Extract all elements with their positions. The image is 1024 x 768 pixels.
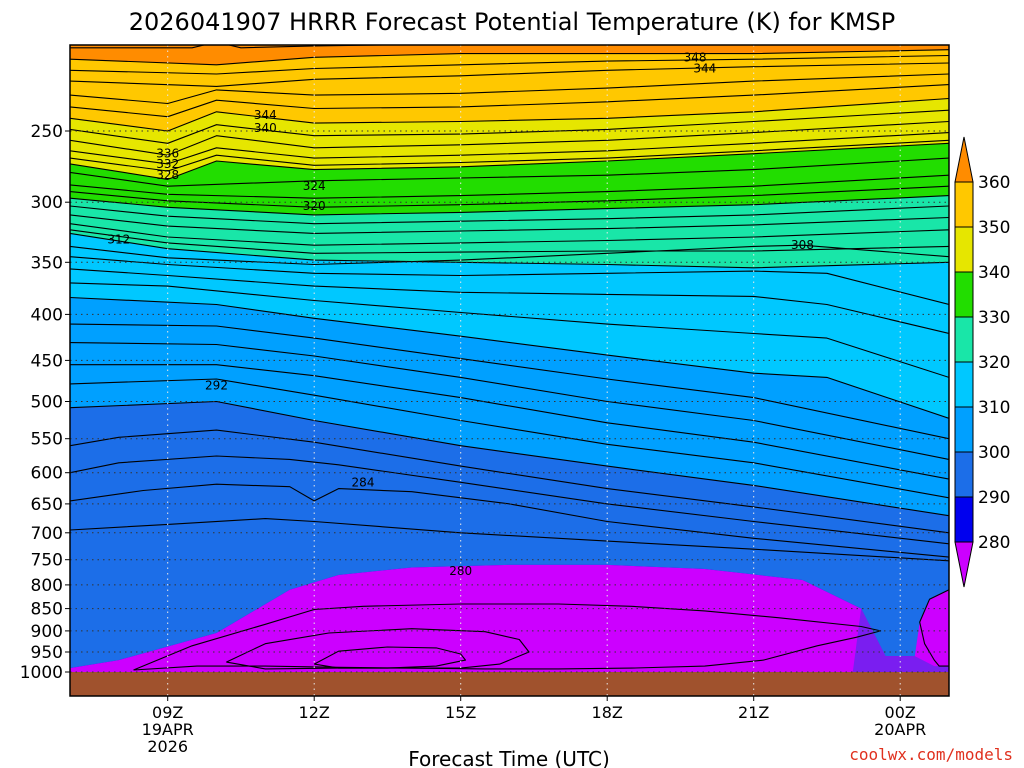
contour-line-336: [70, 120, 949, 156]
contour-label-340: 340: [254, 121, 277, 135]
contour-line-306: [70, 256, 949, 306]
colorbar-segment-4: [954, 361, 974, 408]
y-tick-label-800: 800: [31, 576, 63, 596]
colorbar-label-310: 310: [978, 398, 1010, 418]
x-tick-label-09Z-line2: 19APR: [142, 720, 194, 739]
contour-label-320: 320: [303, 199, 326, 213]
contour-line-284: [70, 483, 949, 558]
y-tick-label-550: 550: [31, 430, 63, 450]
x-tick-label-09Z-line3: 2026: [147, 737, 188, 756]
contour-label-336: 336: [156, 147, 179, 161]
colorbar-label-330: 330: [978, 308, 1010, 328]
contour-label-332: 332: [156, 157, 179, 171]
contour-label-292: 292: [205, 379, 228, 393]
y-tick-label-500: 500: [31, 393, 63, 413]
y-tick-label-1000: 1000: [20, 663, 63, 683]
y-tick-label-350: 350: [31, 253, 63, 273]
contour-line-300: [70, 296, 949, 419]
y-tick-label-950: 950: [31, 643, 63, 663]
y-tick-label-700: 700: [31, 524, 63, 544]
contour-label-324: 324: [303, 179, 326, 193]
contour-line-330: [70, 142, 949, 180]
y-tick-label-600: 600: [31, 464, 63, 484]
colorbar-label-340: 340: [978, 263, 1010, 283]
contour-line-334: [70, 132, 949, 165]
contour-line-348: [70, 54, 949, 75]
contour-line-286: [70, 455, 949, 545]
contour-line-274: [313, 646, 467, 669]
contour-label-284: 284: [352, 475, 375, 489]
contour-line-346: [70, 62, 949, 87]
contour-line-338: [70, 109, 949, 144]
contour-line-304: [70, 268, 949, 335]
contour-line-312: [70, 229, 949, 254]
plot-frame: [69, 44, 950, 697]
contour-line-308: [70, 244, 949, 266]
contour-line-342: [70, 84, 949, 118]
colorbar-segment-1: [954, 496, 974, 543]
ground-surface: [70, 672, 949, 696]
contour-line-350: [70, 49, 949, 66]
y-tick-label-400: 400: [31, 305, 63, 325]
filled-contour-bands: [70, 45, 949, 696]
x-tick-label-00Z: 00Z: [885, 703, 916, 722]
x-tick-label-18Z: 18Z: [592, 703, 623, 722]
colorbar-segment-3: [954, 406, 974, 453]
contour-label-308: 308: [791, 238, 814, 252]
x-tick-label-15Z: 15Z: [445, 703, 476, 722]
contour-line-340: [70, 97, 949, 132]
y-tick-label-300: 300: [31, 193, 63, 213]
grid-lines: [70, 45, 949, 696]
contour-label-280: 280: [449, 564, 472, 578]
colorbar-segment-5: [954, 316, 974, 363]
contour-line-288: [70, 429, 949, 534]
colorbar-label-350: 350: [978, 218, 1010, 238]
colorbar: 360 350 340 330 320 310 300 290 280: [954, 136, 1010, 588]
colorbar-segment-7: [954, 226, 974, 273]
colorbar-label-360: 360: [978, 173, 1010, 193]
colorbar-top-arrow: [954, 136, 974, 183]
contour-label-344: 344: [254, 108, 277, 122]
colorbar-label-300: 300: [978, 443, 1010, 463]
contour-label-328: 328: [156, 168, 179, 182]
y-tick-label-900: 900: [31, 622, 63, 642]
colorbar-label-320: 320: [978, 353, 1010, 373]
contour-line-302: [70, 282, 949, 378]
contour-label-344: 344: [693, 62, 716, 76]
contour-line-314: [70, 223, 949, 246]
x-tick-label-12Z: 12Z: [299, 703, 330, 722]
colorbar-label-280: 280: [978, 533, 1010, 553]
y-tick-label-250: 250: [31, 122, 63, 142]
colorbar-bottom-arrow: [954, 541, 974, 588]
contour-lines: [70, 45, 949, 671]
contour-line-282: [70, 518, 949, 562]
contour-line-332: [70, 139, 949, 172]
colorbar-label-290: 290: [978, 488, 1010, 508]
colorbar-segment-2: [954, 451, 974, 498]
x-tick-label-00Z-line2: 20APR: [874, 720, 926, 739]
watermark: coolwx.com/models: [849, 745, 1013, 764]
colorbar-segment-6: [954, 271, 974, 318]
x-tick-label-09Z: 09Z: [152, 703, 183, 722]
contour-label-312: 312: [107, 232, 130, 246]
y-tick-label-750: 750: [31, 551, 63, 571]
chart-title: 2026041907 HRRR Forecast Potential Tempe…: [129, 8, 896, 36]
contour-line-278: [919, 589, 949, 667]
y-tick-label-850: 850: [31, 600, 63, 620]
contour-line-316: [70, 214, 949, 234]
y-tick-label-650: 650: [31, 495, 63, 515]
y-axis: 2503003504004505005506006507007508008509…: [20, 122, 70, 683]
y-tick-label-450: 450: [31, 351, 63, 371]
x-tick-label-21Z: 21Z: [738, 703, 769, 722]
contour-line-344: [70, 73, 949, 105]
x-axis-label: Forecast Time (UTC): [408, 747, 610, 768]
colorbar-segment-8: [954, 181, 974, 228]
contour-label-348: 348: [684, 50, 707, 64]
